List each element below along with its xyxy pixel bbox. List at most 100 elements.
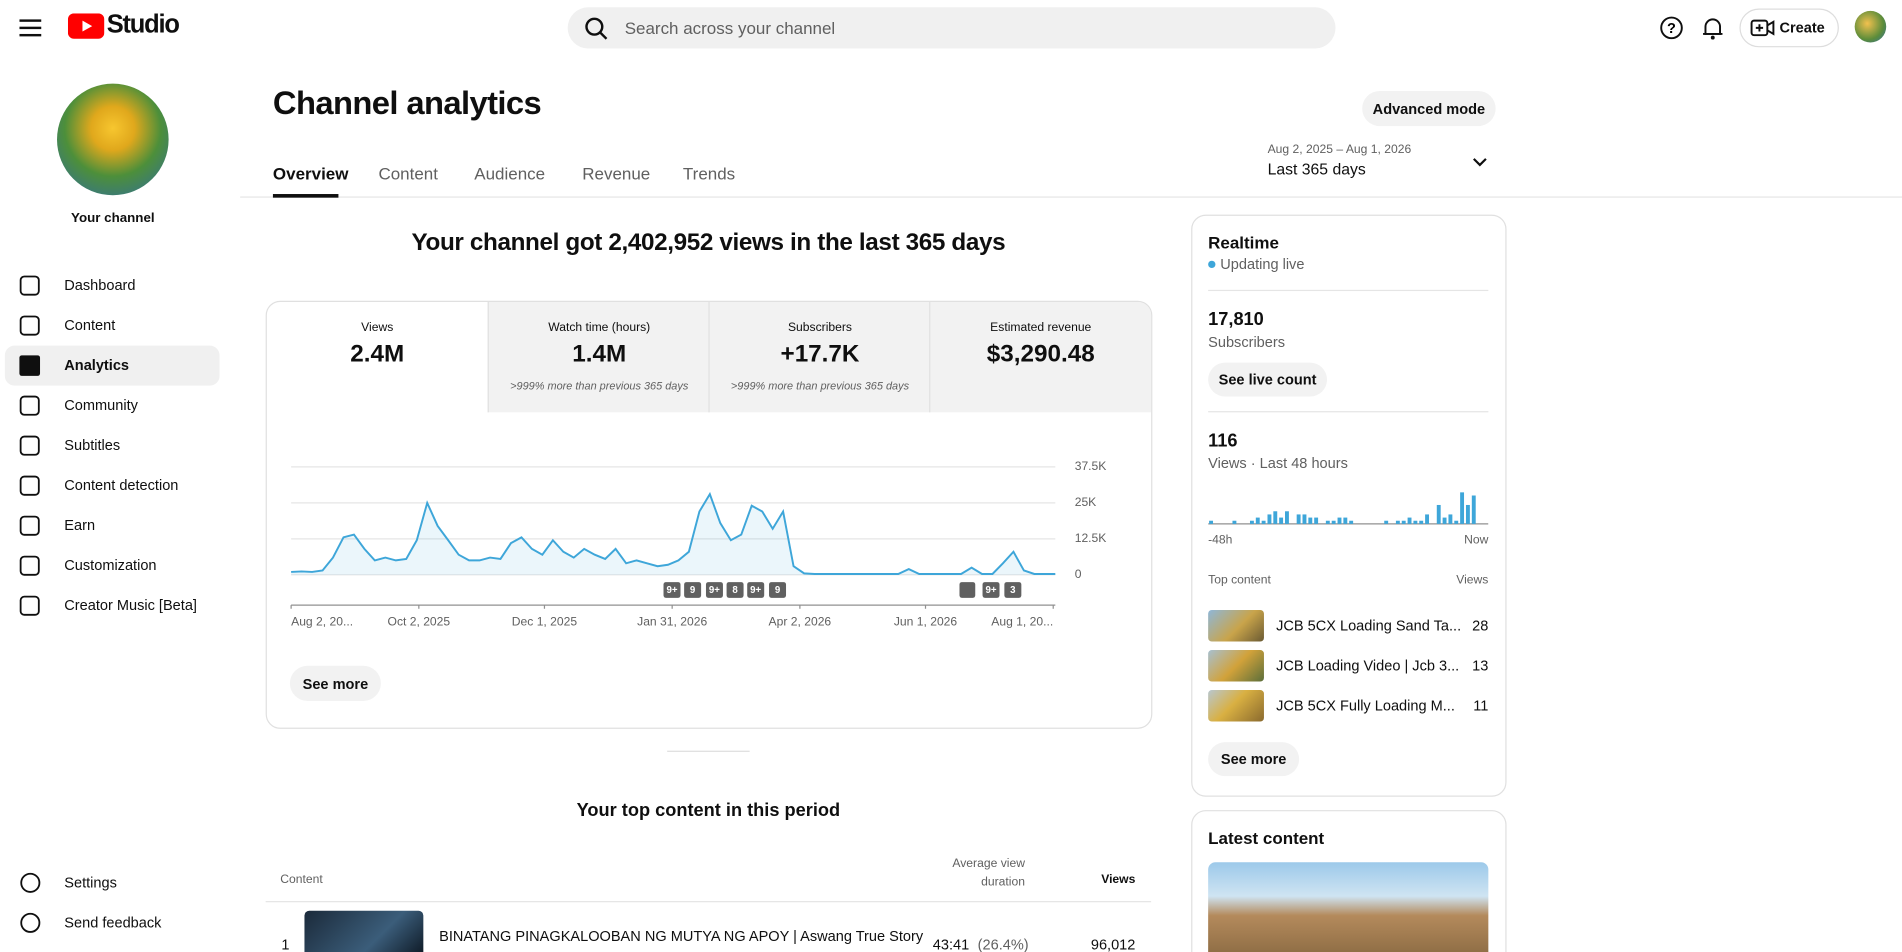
table-divider [265, 901, 1152, 903]
annotation-badge [684, 582, 702, 598]
icon-shape [20, 872, 41, 893]
search-box[interactable]: Search across your channel [567, 7, 1336, 49]
menu-icon[interactable] [19, 17, 43, 39]
bar [1413, 520, 1418, 524]
bar [1442, 517, 1447, 524]
nav-label: Community [64, 396, 138, 414]
top-content-views: 11 [1473, 697, 1489, 715]
nav-icon [19, 395, 40, 416]
table-header: Content [280, 873, 323, 887]
nav-icon [19, 475, 40, 496]
icon-shape [19, 515, 40, 536]
account-avatar[interactable] [1854, 10, 1887, 43]
annotation-label: 9+ [709, 585, 720, 596]
nav-icon [19, 515, 40, 536]
top-content-thumbnail[interactable] [1208, 650, 1264, 682]
latest-thumbnail[interactable] [1208, 862, 1489, 952]
nav-label: Creator Music [Beta] [64, 596, 197, 614]
metric-value: 1.4M [572, 340, 627, 368]
help-icon[interactable]: ? [1659, 16, 1683, 40]
bar [1255, 517, 1260, 524]
metric-tile[interactable]: Views 2.4M [267, 302, 488, 412]
top-content-title[interactable]: JCB 5CX Fully Loading M... [1276, 697, 1455, 715]
bar [1337, 517, 1342, 524]
realtime-status: Updating live [1220, 255, 1305, 273]
see-live-count-button[interactable]: See live count [1208, 362, 1328, 397]
row-title[interactable]: BINATANG PINAGKALOOBAN NG MUTYA NG APOY … [439, 927, 924, 945]
realtime-see-more-button[interactable]: See more [1208, 742, 1300, 777]
line-series [291, 491, 1056, 575]
realtime-title: Realtime [1208, 232, 1279, 253]
metric-tile[interactable]: Estimated revenue $3,290.48 [929, 301, 1152, 413]
tab[interactable]: Overview [272, 163, 349, 184]
subscriber-label: Subscribers [1208, 333, 1286, 351]
divider [1208, 411, 1489, 413]
advanced-mode-button[interactable]: Advanced mode [1362, 90, 1496, 127]
annotation-badge [705, 582, 723, 598]
annotation-label: 8 [732, 585, 738, 596]
bar [1460, 492, 1465, 524]
period[interactable]: Last 365 days [1267, 160, 1366, 179]
top-content-thumbnail[interactable] [1208, 609, 1264, 642]
nav-icon [19, 355, 41, 376]
icon-shape [19, 395, 40, 416]
bar [1454, 520, 1459, 524]
youtube-logo[interactable] [67, 13, 105, 40]
tab[interactable]: Content [378, 163, 438, 184]
annotation-badge [769, 582, 787, 598]
notifications-icon[interactable] [1701, 16, 1725, 40]
period-dropdown-icon[interactable] [1471, 156, 1488, 168]
see-more-button[interactable]: See more [289, 665, 381, 701]
row-views: 96,012 [1090, 936, 1136, 952]
realtime-bar-chart [1208, 492, 1489, 525]
channel-avatar[interactable] [57, 83, 169, 196]
top-content-title[interactable]: JCB Loading Video | Jcb 3... [1276, 657, 1460, 675]
tab[interactable]: Audience [474, 163, 546, 184]
bar [1302, 514, 1307, 524]
nav-item[interactable]: Subtitles [5, 426, 220, 466]
date-range: Aug 2, 2025 – Aug 1, 2026 [1267, 143, 1412, 157]
top-content-title[interactable]: JCB 5CX Loading Sand Ta... [1276, 617, 1462, 635]
nav-item[interactable]: Community [5, 386, 220, 426]
live-dot [1208, 260, 1216, 269]
metric-tile[interactable]: Subscribers +17.7K >999% more than previou… [708, 301, 931, 413]
nav-item[interactable]: Analytics [4, 345, 220, 386]
video-thumbnail[interactable] [304, 910, 424, 952]
bar [1471, 495, 1476, 524]
bar [1401, 520, 1406, 524]
tab[interactable]: Trends [682, 163, 736, 184]
subscriber-count: 17,810 [1208, 309, 1264, 330]
nav-item[interactable]: Settings [5, 862, 220, 902]
nav-item[interactable]: Earn [5, 506, 220, 546]
metric-label: Subscribers [787, 321, 853, 335]
icon-shape [20, 912, 41, 933]
metric-tile[interactable]: Watch time (hours) 1.4M >999% more than pr… [487, 301, 710, 413]
nav-item[interactable]: Content detection [5, 466, 220, 506]
bar [1267, 514, 1272, 524]
icon-shape [19, 435, 40, 456]
annotation-label: 9 [690, 585, 696, 596]
create-icon [1750, 19, 1775, 37]
row-percent: (26.4%) [977, 936, 1029, 952]
nav-icon [19, 555, 40, 576]
line-area [291, 494, 1056, 575]
nav-item[interactable]: Customization [5, 546, 220, 586]
nav-item[interactable]: Content [5, 306, 220, 346]
shorts-badge [959, 582, 976, 598]
nav-item[interactable]: Send feedback [5, 902, 220, 942]
tab[interactable]: Revenue [582, 163, 651, 184]
overview-card: Views 2.4M Watch time (hours) 1.4M >999% mor… [265, 300, 1153, 729]
nav-item[interactable]: Creator Music [Beta] [5, 586, 220, 626]
metric-label: Estimated revenue [990, 321, 1092, 335]
annotation-badge [747, 582, 765, 598]
bar [1349, 520, 1354, 524]
bar-start-label: -48h [1208, 533, 1233, 547]
nav-icon [19, 275, 40, 296]
bar [1448, 514, 1453, 524]
bar [1419, 520, 1424, 524]
top-content-thumbnail[interactable] [1208, 690, 1264, 722]
nav-label: Customization [64, 556, 157, 574]
create-button[interactable]: Create [1739, 8, 1839, 48]
nav-item[interactable]: Dashboard [5, 266, 220, 306]
